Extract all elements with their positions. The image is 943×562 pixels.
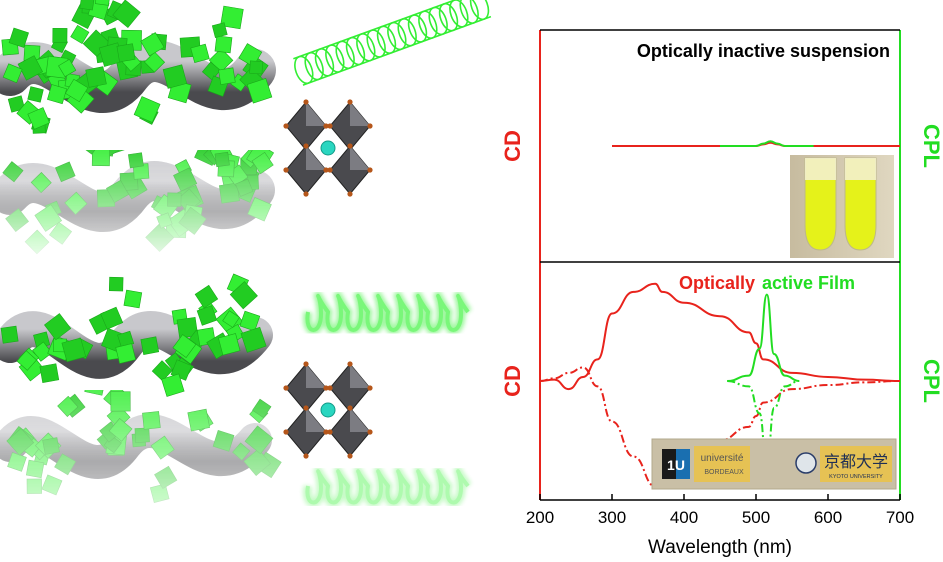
cd-label-top: CD [500,130,525,162]
cd-label-bottom: CD [500,365,525,397]
logos-bar: 1U université BORDEAUX 京都大学 KYOTO UNIVER… [651,438,897,490]
x-tick-label: 600 [814,508,842,527]
x-tick-label: 300 [598,508,626,527]
x-tick-label: 200 [526,508,554,527]
linear-light-coil [293,0,492,86]
helix-bottom-main [0,273,273,397]
series-line [539,282,901,391]
x-tick-label: 400 [670,508,698,527]
x-tick-label: 700 [886,508,914,527]
logo-bordeaux: université BORDEAUX [694,446,750,482]
series-line [612,141,900,147]
circular-light-spiral-top [302,291,472,335]
series-line [727,293,800,382]
perovskite-octahedra-top [283,99,373,197]
logo-kyoto-line1: 京都大学 [824,452,888,471]
x-tick-label: 500 [742,508,770,527]
logo-bordeaux-line2: BORDEAUX [704,469,744,476]
x-axis-label: Wavelength (nm) [648,537,792,558]
perovskite-crystals-top [1,0,273,134]
top-panel-title: Optically inactive suspension [637,41,890,61]
logo-1u: 1U [662,449,690,479]
helix-top-reflection [0,124,275,255]
bottom-panel-title-green: active Film [762,273,855,293]
circular-light-spiral-bottom [302,466,472,507]
perovskite-octahedra-bottom [283,361,373,459]
helix-bottom-reflection [0,373,282,504]
logo-kyoto: 京都大学 KYOTO UNIVERSITY [795,446,892,482]
kyoto-emblem-icon [795,452,817,474]
nanohelix-illustration [0,0,492,507]
logo-bordeaux-line1: université [701,453,744,464]
bottom-panel-title-red: Optically [679,273,755,293]
series-line [720,140,814,147]
vial-photo-inset [790,155,894,258]
x-ticks: 200 300 400 500 600 700 [526,494,914,527]
logo-kyoto-line2: KYOTO UNIVERSITY [829,474,883,480]
cpl-label-bottom: CPL [919,359,943,403]
top-panel-series [612,140,900,147]
helix-top-main [0,0,276,134]
cpl-label-top: CPL [919,124,943,168]
logo-1u-text: 1U [667,457,685,473]
